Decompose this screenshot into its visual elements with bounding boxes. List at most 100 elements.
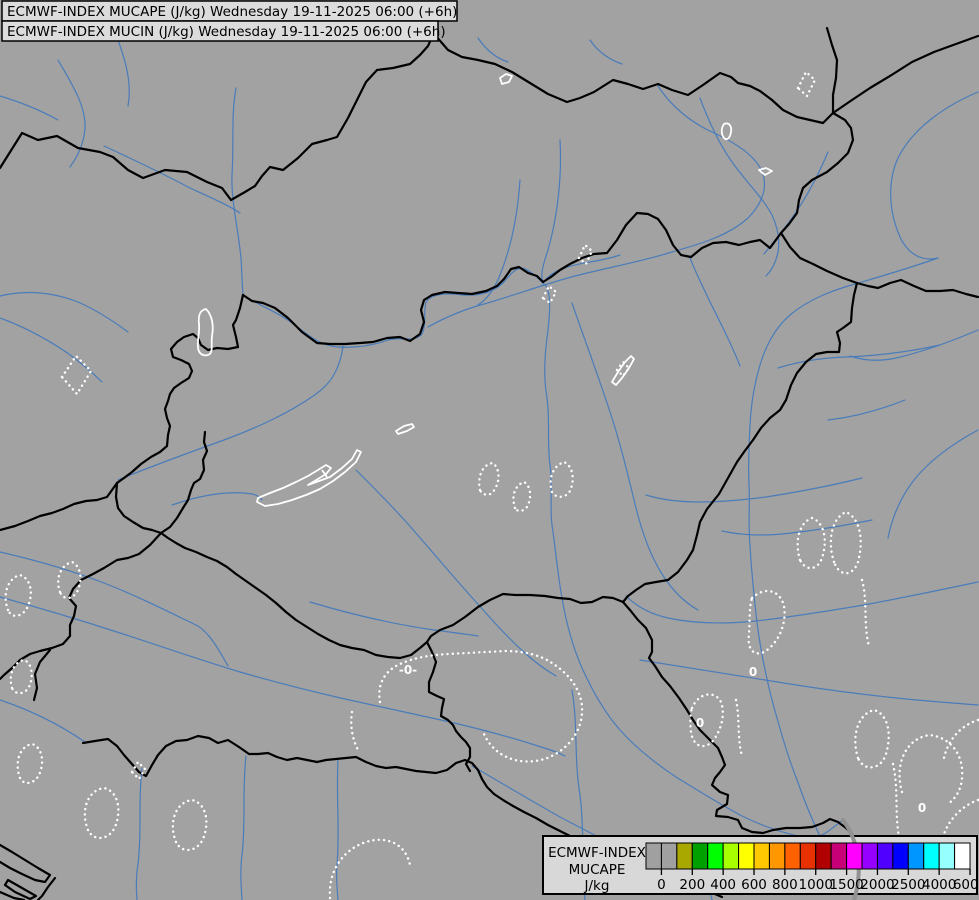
contour-zero-label: 0 — [696, 716, 704, 730]
river — [103, 145, 241, 214]
border-cz-sk — [229, 20, 437, 202]
river — [589, 39, 623, 65]
border-si-hu — [114, 481, 163, 535]
contour — [942, 718, 979, 760]
legend-swatch — [815, 842, 832, 870]
border-ua-ro — [855, 278, 979, 299]
river — [135, 767, 143, 900]
river — [335, 759, 339, 900]
legend-swatch — [907, 842, 925, 870]
contour — [747, 589, 786, 655]
mucin-contours: -0- 0 0 0 — [4, 70, 979, 900]
contour — [328, 838, 412, 900]
title-mucape: ECMWF-INDEX MUCAPE (J/kg) Wednesday 19-1… — [7, 4, 457, 20]
legend-tick-label: 6000 — [953, 877, 979, 893]
legend-parameter-name: MUCAPE — [569, 862, 626, 878]
river — [0, 699, 86, 743]
contour — [854, 708, 890, 769]
legend-tick-label: 1500 — [829, 877, 863, 893]
contour — [541, 284, 558, 305]
river — [477, 37, 509, 63]
legend-swatch — [954, 842, 971, 870]
lake-orava — [499, 73, 513, 85]
lake-balaton-strait — [321, 469, 328, 478]
contour — [9, 658, 33, 695]
contour — [942, 798, 979, 836]
legend-swatch — [861, 842, 878, 870]
coast-island — [3, 878, 38, 900]
river — [117, 345, 344, 481]
legend-tick-label: 2000 — [860, 877, 894, 893]
contour — [478, 461, 500, 496]
border-sk-pl — [433, 33, 835, 125]
border-hr-rs — [425, 640, 472, 773]
river — [827, 399, 906, 421]
contour — [615, 360, 631, 378]
lake-neusiedl — [196, 308, 214, 357]
river — [0, 551, 229, 667]
river — [721, 519, 873, 536]
legend-swatch — [753, 842, 770, 870]
border-sk-hu — [241, 211, 783, 346]
contour — [378, 649, 584, 763]
border-hr-inner — [32, 648, 52, 702]
river — [427, 85, 766, 328]
coastline — [0, 843, 57, 900]
legend-model-name: ECMWF-INDEX — [548, 845, 646, 861]
legend-swatch — [722, 842, 740, 870]
river — [240, 755, 247, 900]
contour-zero-label: 0 — [918, 801, 926, 815]
border-pl-ua — [825, 26, 979, 115]
river — [625, 581, 979, 624]
border-cz-at — [0, 131, 233, 202]
legend-tick-label: 4000 — [922, 877, 956, 893]
contour — [898, 733, 964, 806]
river — [571, 302, 699, 611]
legend-ticks — [660, 869, 971, 875]
legend-tick-label: 800 — [772, 877, 798, 893]
contour — [512, 480, 532, 513]
legend: ECMWF-INDEX MUCAPE J/kg 0 200 400 600 800 100… — [542, 818, 979, 900]
contour — [829, 510, 862, 575]
legend-tick-label: 400 — [710, 877, 736, 893]
lake-tisza — [611, 355, 635, 386]
legend-tick-label: 200 — [679, 877, 705, 893]
legend-tick-label: 0 — [657, 877, 666, 893]
contour — [860, 578, 871, 648]
river — [639, 659, 979, 706]
title-bar-mucin: ECMWF-INDEX MUCIN (J/kg) Wednesday 19-11… — [1, 20, 446, 42]
river — [231, 87, 244, 296]
contour — [796, 516, 826, 570]
river — [747, 257, 939, 859]
border-sk-ua — [779, 111, 855, 235]
lake-small — [758, 167, 773, 176]
river — [309, 601, 479, 637]
river — [645, 477, 863, 503]
legend-swatch — [738, 842, 755, 870]
lakes — [196, 73, 773, 507]
contour — [83, 786, 120, 840]
border-hu-hr — [159, 531, 429, 660]
river — [0, 317, 103, 383]
legend-swatch — [846, 842, 863, 870]
contour — [549, 460, 574, 498]
legend-swatch — [768, 842, 786, 870]
contour — [16, 742, 44, 785]
coast-line — [0, 843, 52, 884]
border-at-si — [0, 481, 119, 532]
contour — [60, 354, 93, 397]
legend-swatch — [892, 842, 909, 870]
contour — [796, 70, 817, 98]
border-hu-ua — [779, 231, 859, 285]
lake-liptovska — [720, 122, 733, 141]
legend-tick-label: 2500 — [891, 877, 925, 893]
contour — [689, 693, 724, 748]
legend-swatch — [938, 842, 956, 870]
river — [699, 97, 780, 277]
title-mucin: ECMWF-INDEX MUCIN (J/kg) Wednesday 19-11… — [7, 24, 446, 40]
contour-zero-label: 0 — [749, 665, 757, 679]
contour-zero-label: -0- — [399, 663, 417, 677]
border-at-hu — [115, 293, 245, 485]
